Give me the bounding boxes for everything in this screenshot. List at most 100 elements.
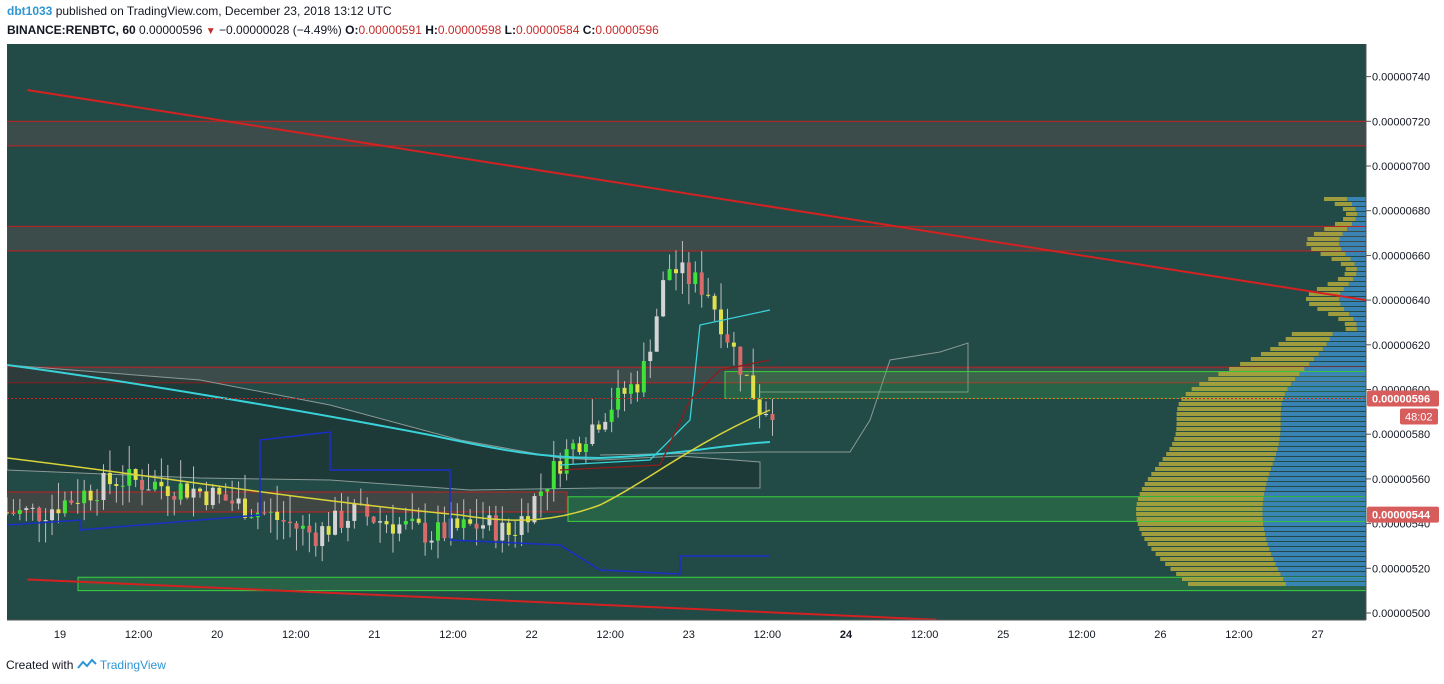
candle-body [738, 346, 743, 375]
volume-bar-rest [1165, 562, 1276, 566]
volume-bar-value [1340, 302, 1366, 306]
y-tick-label: 0.00000500 [1372, 608, 1430, 620]
volume-bar-value [1280, 417, 1366, 421]
candle-body [435, 522, 440, 541]
volume-bar-rest [1313, 232, 1343, 236]
highlight-price-badge: 0.00000544 [1372, 510, 1431, 522]
volume-bar-rest [1345, 327, 1357, 331]
volume-bar-value [1280, 422, 1366, 426]
volume-bar-value [1350, 257, 1366, 261]
volume-bar-value [1309, 362, 1366, 366]
volume-bar-rest [1344, 322, 1357, 326]
y-axis: 0.000005000.000005200.000005400.00000560… [1365, 44, 1430, 620]
candle-body [294, 523, 299, 529]
volume-bar-rest [1144, 482, 1267, 486]
volume-bar-rest [1175, 432, 1281, 436]
candle-body [448, 518, 453, 539]
candle-body [397, 524, 402, 534]
y-tick-label: 0.00000660 [1372, 250, 1430, 262]
volume-bar-value [1341, 247, 1366, 251]
candle-body [384, 521, 389, 525]
high-label: H: [425, 23, 438, 37]
candle-body [262, 512, 267, 514]
tenkan-line [559, 359, 771, 471]
candle-body [352, 503, 357, 521]
volume-bar-value [1332, 332, 1366, 336]
author-link[interactable]: dbt1033 [7, 4, 53, 18]
volume-bar-value [1351, 202, 1366, 206]
candle-body [583, 443, 588, 453]
candle-body [56, 509, 61, 514]
x-tick-label: 24 [840, 629, 853, 641]
candle-body [275, 511, 280, 520]
volume-bar-rest [1158, 462, 1273, 466]
x-tick-label: 12:00 [282, 629, 310, 641]
volume-bar-rest [1345, 267, 1357, 271]
candle-body [667, 269, 672, 281]
volume-bar-value [1271, 467, 1366, 471]
volume-bar-value [1356, 322, 1366, 326]
volume-bar-value [1274, 457, 1366, 461]
volume-bar-value [1276, 452, 1366, 456]
candle-body [731, 342, 736, 347]
high-value: 0.00000598 [437, 23, 502, 37]
volume-bar-value [1347, 227, 1366, 231]
volume-bar-value [1267, 477, 1366, 481]
candle-body [300, 525, 305, 529]
price-change: −0.00000028 (−4.49%) [219, 23, 342, 37]
volume-bar-value [1264, 527, 1366, 531]
volume-bar-value [1290, 382, 1366, 386]
candle-body [339, 510, 344, 528]
candle-body [493, 515, 498, 541]
volume-bar-rest [1176, 572, 1281, 576]
volume-bar-rest [1342, 207, 1356, 211]
volume-bar-rest [1344, 272, 1357, 276]
y-tick-label: 0.00000700 [1372, 161, 1430, 173]
volume-bar-rest [1316, 287, 1344, 291]
countdown-badge-bg [1400, 408, 1438, 425]
volume-bar-value [1279, 437, 1366, 441]
tradingview-brand[interactable]: TradingView [99, 658, 166, 672]
candle-body [590, 424, 595, 444]
candle-body [513, 534, 518, 536]
volume-bar-rest [1185, 392, 1285, 396]
candle-body [506, 522, 511, 535]
candle-body [661, 280, 666, 317]
volume-bar-rest [1291, 332, 1333, 336]
candle-body [455, 518, 460, 528]
volume-bar-rest [1260, 352, 1319, 356]
volume-bar-value [1277, 447, 1366, 451]
y-tick-label: 0.00000680 [1372, 206, 1430, 218]
candle-body [159, 481, 164, 487]
candle-body [551, 461, 556, 489]
volume-bar-value [1278, 567, 1366, 571]
candle-body [320, 526, 325, 547]
volume-bar-rest [1340, 262, 1355, 266]
candle-body [82, 490, 87, 504]
volume-bar-rest [1327, 282, 1349, 286]
volume-bar-rest [1144, 537, 1267, 541]
ema-cyan-line [7, 364, 771, 460]
volume-bar-value [1284, 392, 1366, 396]
volume-bar-value [1280, 427, 1366, 431]
candle-body [288, 521, 293, 524]
volume-bar-value [1267, 542, 1366, 546]
x-tick-label: 12:00 [911, 629, 939, 641]
volume-bar-rest [1317, 307, 1345, 311]
candle-body [538, 491, 543, 497]
highlight-price-badge-bg [1367, 506, 1439, 523]
volume-bar-value [1326, 342, 1366, 346]
volume-bar-rest [1141, 532, 1266, 536]
candle-body [114, 484, 119, 487]
y-tick-label: 0.00000520 [1372, 563, 1430, 575]
volume-bar-rest [1331, 257, 1351, 261]
candle-body [442, 522, 447, 539]
candle-body [30, 507, 35, 509]
candle-body [616, 387, 621, 410]
volume-bar-value [1355, 217, 1366, 221]
volume-bar-value [1343, 287, 1366, 291]
candle-body [127, 469, 132, 486]
volume-bar-rest [1334, 202, 1352, 206]
volume-bar-value [1345, 252, 1366, 256]
